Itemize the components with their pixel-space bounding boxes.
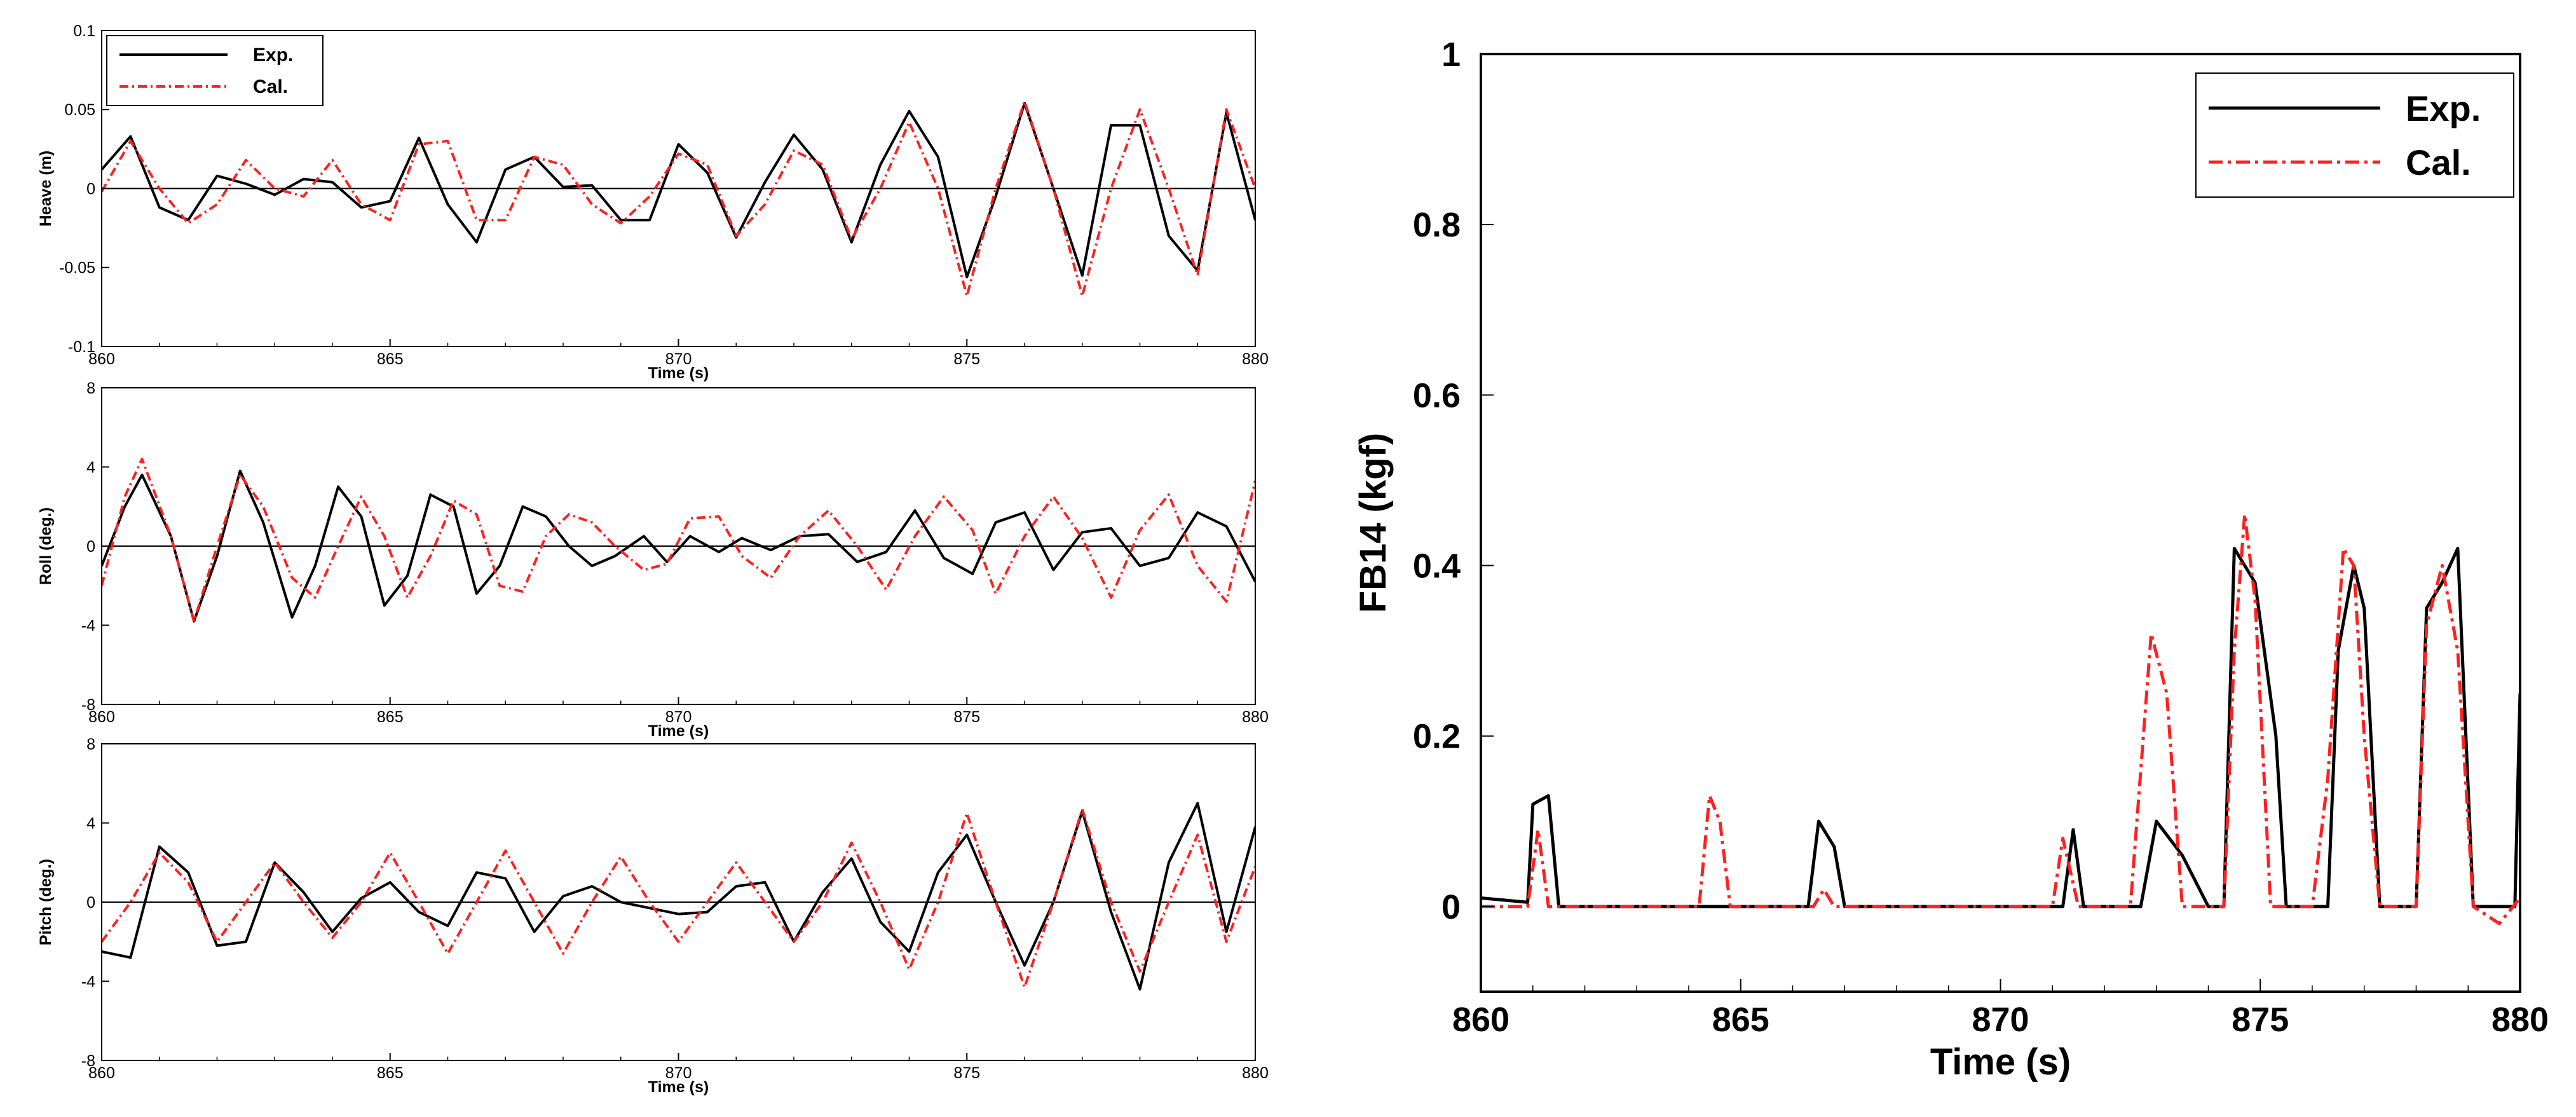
legend-label-cal: Cal. bbox=[2406, 142, 2471, 182]
roll-x-tick-label: 875 bbox=[953, 708, 980, 726]
roll-y-tick-label: -4 bbox=[81, 617, 95, 634]
pitch-y-tick-label: 8 bbox=[86, 736, 95, 753]
heave-x-tick-label: 880 bbox=[1242, 350, 1269, 368]
fb14-x-tick-label: 865 bbox=[1712, 1001, 1769, 1039]
roll-x-tick-label: 860 bbox=[88, 708, 115, 726]
roll-x-tick-label: 880 bbox=[1242, 708, 1269, 726]
pitch-y-axis-label: Pitch (deg.) bbox=[37, 859, 55, 945]
pitch-x-tick-label: 880 bbox=[1242, 1064, 1269, 1082]
roll-series-cal bbox=[102, 458, 1255, 623]
pitch-x-axis-label: Time (s) bbox=[648, 1078, 709, 1096]
fb14-chart: 860 865 870 875 880 0 0.2 0.4 0.6 0.8 1 Time (s) FB1… bbox=[1353, 36, 2549, 1083]
pitch-series-cal bbox=[102, 807, 1255, 989]
fb14-y-tick-label: 0.4 bbox=[1413, 547, 1461, 585]
heave-x-tick-label: 860 bbox=[88, 350, 115, 368]
fb14-y-axis-label: FB14 (kgf) bbox=[1353, 433, 1394, 613]
heave-x-tick-label: 870 bbox=[665, 350, 692, 368]
pitch-x-tick-label: 860 bbox=[88, 1064, 115, 1082]
legend-label-exp: Exp. bbox=[2406, 88, 2481, 128]
heave-chart: 860 865 870 875 880 -0.1 -0.05 0 0.05 0.1 Time (s)… bbox=[37, 22, 1269, 382]
roll-x-axis-label: Time (s) bbox=[648, 722, 709, 740]
roll-y-axis-label: Roll (deg.) bbox=[37, 507, 55, 585]
fb14-series-cal bbox=[1481, 512, 2520, 926]
roll-y-tick-label: -8 bbox=[81, 696, 95, 714]
fb14-x-tick-label: 880 bbox=[2491, 1001, 2549, 1039]
pitch-y-tick-label: 0 bbox=[86, 894, 95, 912]
pitch-chart: 860 865 870 875 880 -8 -4 0 4 8 Time (s) Pitch (deg… bbox=[37, 736, 1269, 1096]
heave-y-tick-label: 0.05 bbox=[64, 101, 95, 119]
fb14-y-tick-label: 0.8 bbox=[1413, 206, 1461, 244]
fb14-x-tick-label: 860 bbox=[1452, 1001, 1509, 1039]
roll-y-tick-label: 8 bbox=[86, 380, 95, 397]
fb14-legend: Exp. Cal. bbox=[2195, 72, 2514, 198]
fb14-x-tick-label: 875 bbox=[2232, 1001, 2289, 1039]
heave-y-axis-label: Heave (m) bbox=[37, 151, 55, 227]
heave-x-tick-label: 875 bbox=[953, 350, 980, 368]
roll-y-tick-label: 0 bbox=[86, 538, 95, 556]
pitch-y-tick-label: 4 bbox=[86, 814, 95, 832]
pitch-y-tick-label: -4 bbox=[81, 973, 95, 990]
heave-series-exp bbox=[102, 102, 1255, 278]
pitch-x-tick-label: 875 bbox=[953, 1064, 980, 1082]
roll-y-tick-label: 4 bbox=[86, 458, 95, 476]
roll-x-tick-label: 870 bbox=[665, 708, 692, 726]
fb14-y-tick-label: 0.2 bbox=[1413, 718, 1461, 756]
fb14-y-tick-label: 0.6 bbox=[1413, 376, 1461, 415]
pitch-x-tick-label: 870 bbox=[665, 1064, 692, 1082]
heave-y-tick-label: 0 bbox=[86, 180, 95, 198]
fb14-x-tick-label: 870 bbox=[1972, 1001, 2029, 1039]
legend-label-exp: Exp. bbox=[253, 45, 293, 65]
heave-y-tick-label: 0.1 bbox=[73, 22, 95, 40]
fb14-x-axis-label: Time (s) bbox=[1930, 1041, 2071, 1083]
heave-legend: Exp. Cal. bbox=[106, 35, 324, 106]
legend-label-cal: Cal. bbox=[253, 76, 288, 97]
heave-x-tick-label: 865 bbox=[377, 350, 404, 368]
fb14-y-tick-label: 0 bbox=[1441, 888, 1461, 926]
roll-series-exp bbox=[102, 469, 1255, 623]
roll-chart: 860 865 870 875 880 -8 -4 0 4 8 Time (s) Roll (deg.… bbox=[37, 380, 1269, 740]
heave-series-cal bbox=[102, 100, 1255, 298]
heave-x-axis-label: Time (s) bbox=[648, 364, 709, 382]
heave-y-tick-label: -0.05 bbox=[59, 259, 95, 277]
pitch-x-tick-label: 865 bbox=[377, 1064, 404, 1082]
roll-x-tick-label: 865 bbox=[377, 708, 404, 726]
heave-y-tick-label: -0.1 bbox=[68, 338, 95, 356]
pitch-y-tick-label: -8 bbox=[81, 1052, 95, 1070]
fb14-y-tick-label: 1 bbox=[1441, 36, 1461, 74]
